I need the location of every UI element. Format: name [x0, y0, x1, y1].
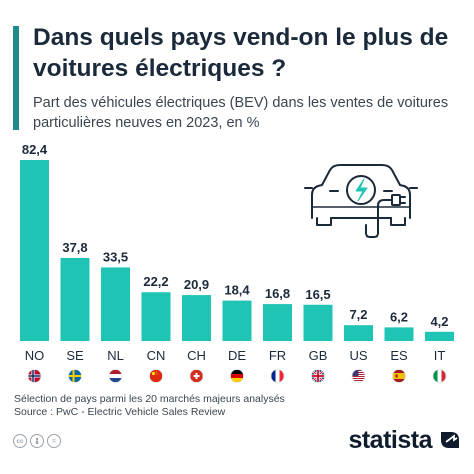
person-icon: [30, 434, 44, 448]
footnote-selection: Sélection de pays parmi les 20 marchés m…: [14, 393, 285, 405]
switzerland-flag-icon: [190, 370, 203, 382]
category-label-es: ES: [390, 348, 408, 363]
bar-gb: [303, 304, 333, 341]
category-label-it: IT: [434, 348, 446, 363]
bar-chart: 82,4 NO 37,8 SE 33,5 NL 22,2 CN 20,9 CH 18,4 DE 16,8…: [20, 142, 454, 383]
bar-it: [425, 331, 454, 341]
flag-border: [189, 369, 204, 383]
bars-group: 82,4 NO 37,8 SE 33,5 NL 22,2 CN 20,9 CH 18,4 DE 16,8…: [20, 142, 454, 383]
value-label-nl: 33,5: [103, 249, 128, 264]
category-label-cn: CN: [147, 348, 166, 363]
flag-border: [392, 369, 406, 383]
category-label-fr: FR: [269, 348, 286, 363]
license-icons: cc =: [13, 434, 61, 448]
title-accent-bar: [13, 26, 19, 130]
flag-border: [432, 369, 447, 383]
chart-title: Dans quels pays vend-on le plus de voitu…: [33, 24, 449, 82]
value-label-fr: 16,8: [265, 286, 290, 301]
bar-ch: [182, 295, 211, 341]
footnote: Sélection de pays parmi les 20 marchés m…: [14, 393, 285, 419]
statista-logo-icon: [441, 432, 459, 448]
uk-flag-icon: [311, 369, 325, 383]
flag-border: [68, 369, 82, 383]
category-label-nl: NL: [107, 348, 124, 363]
sweden-flag-icon: [69, 370, 81, 382]
germany-flag-icon: [231, 370, 243, 382]
value-label-us: 7,2: [349, 307, 367, 322]
france-flag-icon: [271, 370, 284, 382]
bar-us: [344, 325, 373, 341]
category-label-gb: GB: [309, 348, 328, 363]
flag-border: [108, 369, 123, 383]
statista-brand[interactable]: statista: [348, 426, 432, 454]
cc-icon: cc: [13, 434, 27, 448]
flag-border: [270, 369, 285, 383]
category-label-ch: CH: [187, 348, 206, 363]
bar-cn: [141, 292, 171, 341]
value-label-de: 18,4: [224, 283, 250, 298]
value-label-it: 4,2: [430, 314, 448, 329]
bar-nl: [101, 267, 130, 341]
flag-border: [351, 369, 366, 383]
bar-es: [384, 327, 414, 341]
flag-border: [311, 369, 325, 383]
netherlands-flag-icon: [109, 370, 122, 382]
category-label-de: DE: [228, 348, 246, 363]
value-label-ch: 20,9: [184, 277, 209, 292]
flag-border: [149, 369, 163, 383]
value-label-es: 6,2: [390, 309, 408, 324]
electric-car-icon: [304, 164, 418, 238]
flag-border: [230, 369, 244, 383]
bar-de: [222, 300, 252, 341]
footnote-source: Source : PwC - Electric Vehicle Sales Re…: [14, 406, 226, 418]
category-label-us: US: [349, 348, 367, 363]
value-label-se: 37,8: [62, 240, 87, 255]
italy-flag-icon: [433, 370, 446, 382]
usa-flag-icon: [352, 370, 365, 382]
value-label-cn: 22,2: [143, 274, 168, 289]
value-label-gb: 16,5: [305, 287, 330, 302]
category-label-no: NO: [25, 348, 45, 363]
bar-se: [60, 257, 90, 341]
equals-icon: =: [47, 434, 61, 448]
china-flag-icon: [150, 370, 162, 382]
spain-flag-icon: [393, 370, 405, 382]
norway-flag-icon: [28, 370, 41, 382]
category-label-se: SE: [66, 348, 84, 363]
bar-no: [20, 160, 49, 341]
flag-border: [27, 369, 42, 383]
value-label-no: 82,4: [22, 142, 48, 157]
chart-subtitle: Part des véhicules électriques (BEV) dan…: [33, 95, 449, 131]
bar-fr: [263, 304, 292, 341]
